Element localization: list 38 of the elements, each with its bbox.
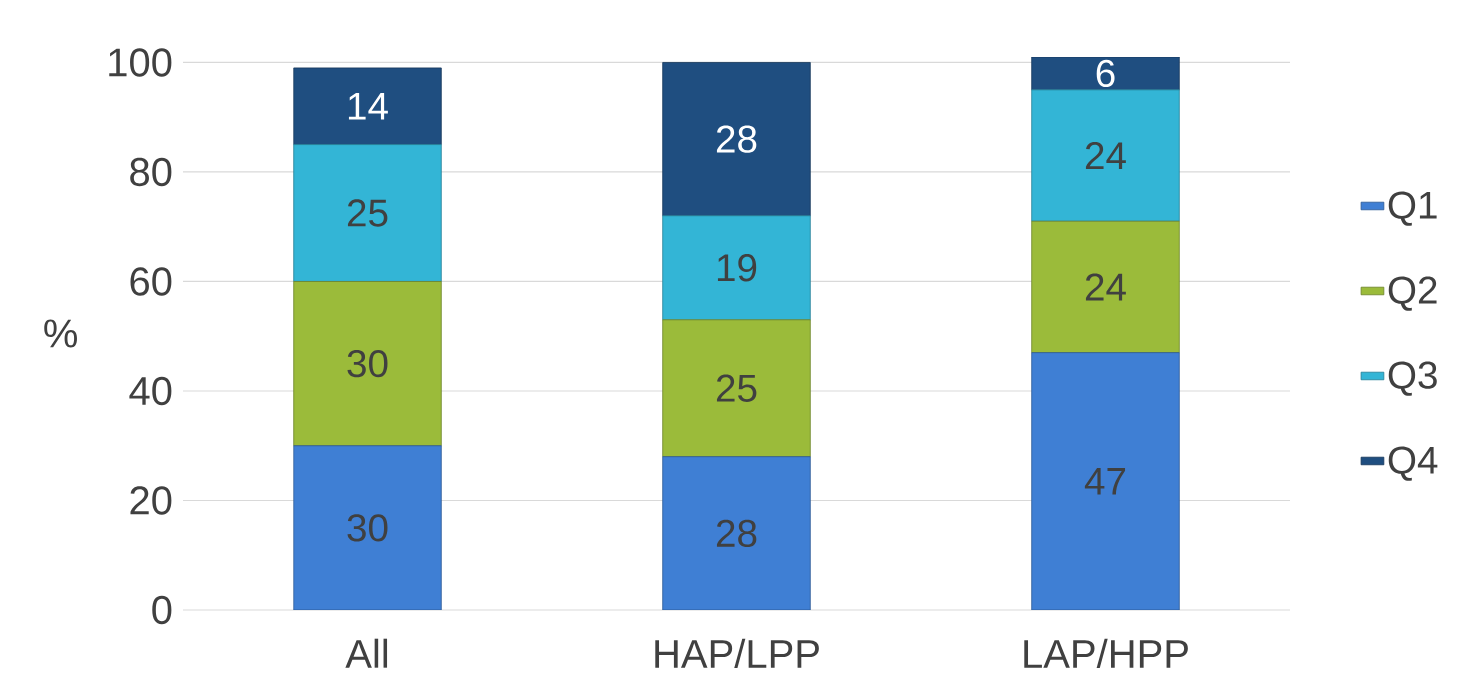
data-label: 30 (347, 514, 388, 542)
x-tick-label: All (345, 638, 388, 668)
y-tick-label: 20 (130, 486, 172, 515)
bar (293, 144, 442, 282)
x-tick-label: LAP/HPP (1024, 638, 1188, 669)
data-label: 47 (1084, 468, 1126, 495)
y-tick-label: 80 (130, 157, 172, 187)
bar (662, 215, 811, 321)
y-tick-label: 40 (129, 376, 172, 406)
bar (1031, 220, 1180, 354)
data-label: 28 (716, 125, 757, 153)
y-tick-label: 0 (152, 595, 172, 625)
legend-label: Q1 (1388, 191, 1437, 226)
data-label: 25 (716, 374, 757, 402)
y-tick-label: 60 (130, 267, 172, 296)
data-label: 19 (717, 254, 757, 282)
y-axis-title: % (44, 319, 77, 348)
legend-label: Q2 (1388, 276, 1437, 311)
bar (1031, 56, 1180, 91)
bar (662, 456, 811, 610)
bar (662, 319, 811, 458)
legend-label: Q3 (1388, 361, 1437, 396)
data-label: 25 (347, 199, 388, 227)
data-label: 28 (716, 519, 757, 548)
data-label: 14 (348, 92, 388, 120)
data-label: 30 (347, 349, 388, 378)
bar (1031, 89, 1180, 222)
data-label: 6 (1096, 59, 1115, 88)
bar (662, 62, 811, 217)
data-label: 24 (1085, 273, 1126, 301)
y-tick-label: 100 (109, 48, 172, 77)
x-tick-label: HAP/LPP (655, 638, 819, 669)
bar (293, 67, 442, 145)
bar (293, 445, 442, 610)
bar (293, 281, 442, 447)
bar (1031, 352, 1180, 610)
legend-label: Q4 (1388, 446, 1438, 481)
data-label: 24 (1085, 142, 1126, 170)
